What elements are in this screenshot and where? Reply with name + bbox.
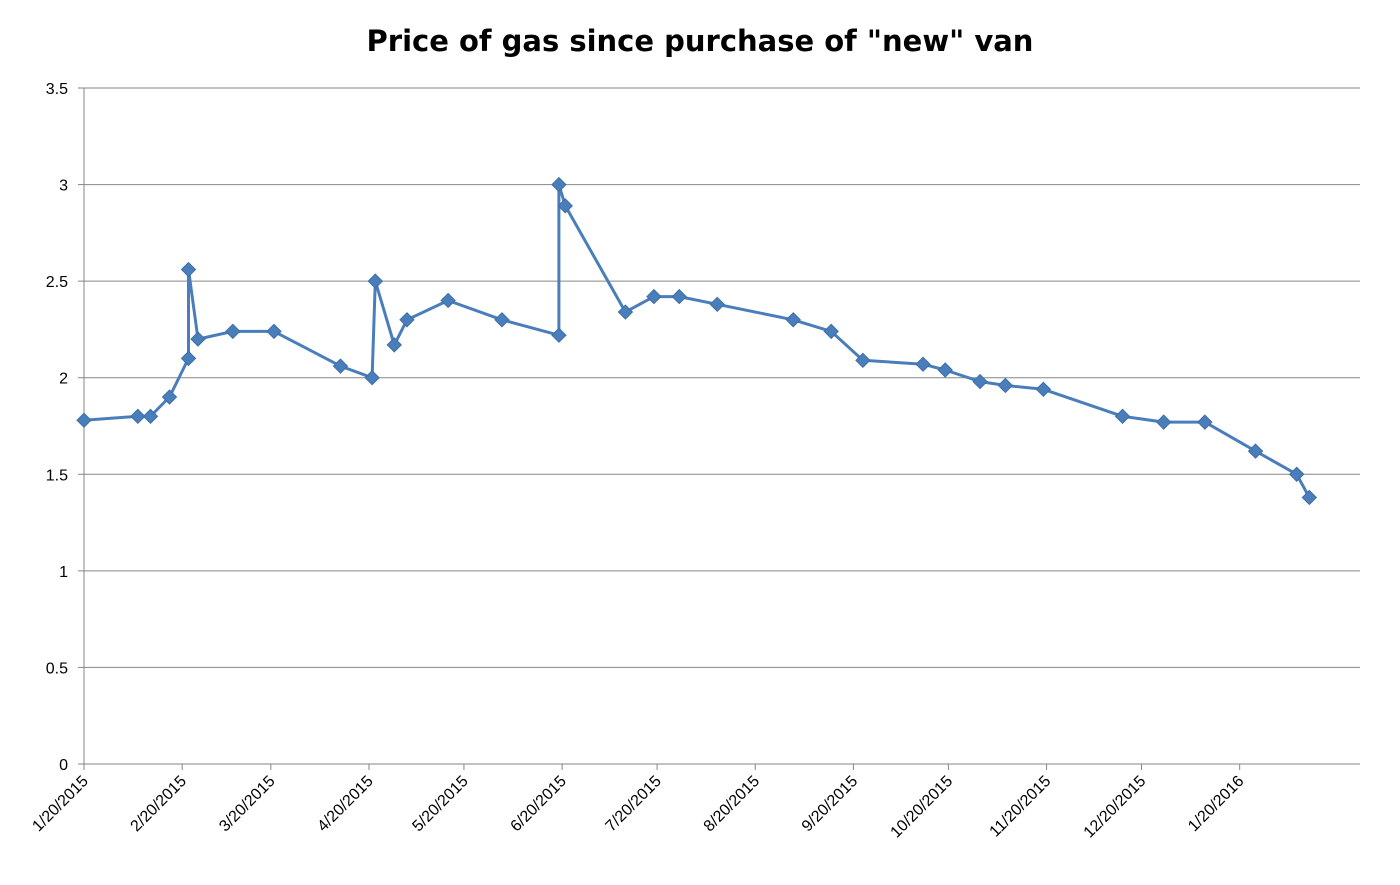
gridlines <box>84 87 1360 668</box>
y-axis-tick-labels: 0 0.5 1 1.5 2 2.5 3 3.5 <box>46 81 68 774</box>
data-point-marker <box>1288 466 1305 482</box>
data-point-marker <box>142 408 159 425</box>
data-point-marker <box>399 312 415 328</box>
data-point-marker <box>180 350 197 367</box>
data-point-marker <box>494 312 510 328</box>
data-point-marker <box>646 288 662 305</box>
data-point-marker <box>997 377 1014 394</box>
data-point-marker <box>130 408 146 425</box>
y-tick-label: 1.5 <box>46 467 68 484</box>
y-tick-label: 2 <box>59 371 68 388</box>
chart-title: Price of gas since purchase of "new" van <box>367 24 1034 58</box>
y-tick-label: 0.5 <box>46 660 68 677</box>
data-point-marker <box>671 288 687 305</box>
data-point-marker <box>161 389 178 405</box>
data-point-marker <box>190 331 206 347</box>
data-point-marker <box>937 362 953 378</box>
data-point-marker <box>972 373 988 390</box>
data-point-marker <box>367 273 384 289</box>
data-point-marker <box>386 337 402 353</box>
series-gas-price <box>76 176 1318 506</box>
data-point-marker <box>76 412 92 428</box>
data-point-marker <box>440 292 456 309</box>
data-point-marker <box>1197 414 1213 430</box>
data-point-marker <box>332 358 349 374</box>
data-point-marker <box>551 176 567 193</box>
data-point-marker <box>225 323 241 340</box>
data-point-marker <box>617 304 634 320</box>
data-point-marker <box>557 198 573 214</box>
data-point-marker <box>823 323 839 340</box>
data-point-marker <box>266 323 282 340</box>
y-tick-label: 3 <box>59 178 68 195</box>
y-tick-label: 0 <box>59 757 68 774</box>
y-tick-label: 3.5 <box>46 81 68 98</box>
data-point-marker <box>180 261 197 278</box>
data-point-marker <box>855 352 871 369</box>
data-point-marker <box>1114 408 1131 425</box>
data-point-marker <box>1301 489 1318 506</box>
y-tick-label: 2.5 <box>46 274 68 291</box>
y-tick-label: 1 <box>59 564 68 581</box>
data-point-marker <box>915 356 931 372</box>
data-point-marker <box>1155 414 1172 430</box>
data-point-marker <box>364 370 380 386</box>
data-point-marker <box>785 312 801 328</box>
data-point-marker <box>709 296 725 313</box>
data-point-marker <box>551 327 567 343</box>
data-point-marker <box>1035 381 1052 398</box>
data-point-marker <box>1247 443 1264 459</box>
